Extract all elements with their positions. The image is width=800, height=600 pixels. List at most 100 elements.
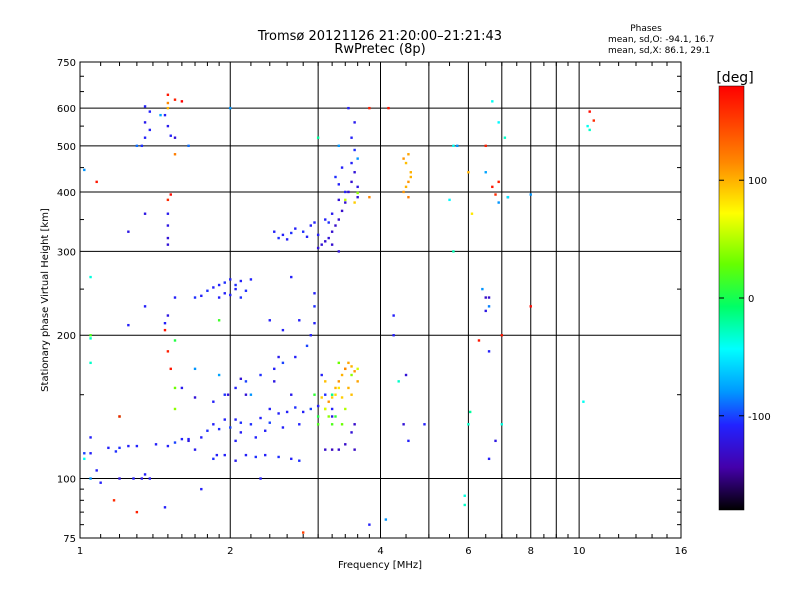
colorbar-tick-label: 100 [748,176,767,187]
data-point [143,305,147,308]
data-point [582,400,585,403]
data-point [467,423,470,426]
data-point [402,423,405,426]
data-point [234,439,237,443]
data-point [324,407,327,411]
data-point [340,373,344,377]
data-point [353,201,356,204]
data-point [148,110,152,113]
data-point [244,380,248,383]
data-point [217,373,221,377]
data-point [497,121,500,124]
data-point [163,328,167,332]
data-point [463,503,466,507]
data-point [327,221,330,224]
data-point [187,437,190,441]
data-point [294,355,297,359]
data-point [118,477,121,480]
data-point [118,415,121,418]
data-point [452,250,455,253]
data-point [180,100,184,103]
data-point [187,439,190,443]
data-point [169,367,172,371]
data-point [200,487,203,491]
data-point [500,423,504,426]
plot-frame [79,61,682,539]
data-point [173,407,177,411]
x-tick-label: 6 [465,546,471,557]
data-point [330,423,334,426]
data-point [259,416,262,420]
data-point [277,412,280,415]
stats-x-line: mean, sd,X: 86.1, 29.1 [608,46,710,56]
data-point [249,278,253,281]
data-point [356,191,359,195]
data-point [229,106,232,110]
data-point [301,410,305,414]
data-point [392,334,395,337]
data-point [229,278,232,281]
data-point [223,393,226,396]
data-point [327,236,330,240]
data-point [529,193,532,196]
data-point [264,429,267,432]
y-tick-label: 400 [57,188,76,199]
data-point [112,499,116,502]
data-point [588,110,591,113]
data-point [404,161,408,165]
data-point [353,121,356,124]
data-point [350,180,353,184]
data-point [206,429,209,432]
data-point [281,361,285,365]
data-point [281,233,285,237]
data-point [273,367,276,371]
data-point [397,380,400,383]
stats-o-line: mean, sd,O: -94.1, 16.7 [608,35,714,45]
data-point [588,128,591,132]
colorbar-label: [deg] [716,70,753,86]
data-point [244,453,248,457]
data-point [166,314,170,317]
data-point [173,441,177,444]
data-points [83,93,595,534]
data-point [586,124,589,128]
data-point [313,221,316,224]
data-point [212,423,215,426]
data-point [212,457,215,461]
data-point [173,339,177,342]
data-point [340,396,344,399]
data-point [506,195,510,199]
data-point [254,436,257,439]
data-point [154,443,158,446]
chart-subtitle: RwPretec (8p) [334,42,425,57]
data-point [324,380,327,383]
data-point [127,444,130,448]
data-point [340,423,344,426]
data-point [316,404,320,408]
data-point [330,243,334,246]
data-point [223,292,226,295]
data-point [334,415,337,418]
data-point [404,373,408,377]
data-point [244,289,248,292]
data-point [484,296,487,299]
data-point [294,406,297,409]
data-point [353,448,356,451]
data-point [166,224,170,227]
x-tick-label: 10 [573,546,586,557]
data-point [89,275,92,279]
data-point [290,231,293,235]
data-point [173,296,177,299]
data-point [277,355,280,359]
data-point [409,175,412,179]
data-point [239,421,243,424]
data-point [148,477,152,480]
data-point [277,236,280,240]
data-point [337,361,341,365]
data-point [166,101,170,105]
data-point [407,195,410,199]
data-point [484,171,487,174]
data-point [166,198,170,202]
data-point [163,506,167,509]
data-point [344,443,347,446]
